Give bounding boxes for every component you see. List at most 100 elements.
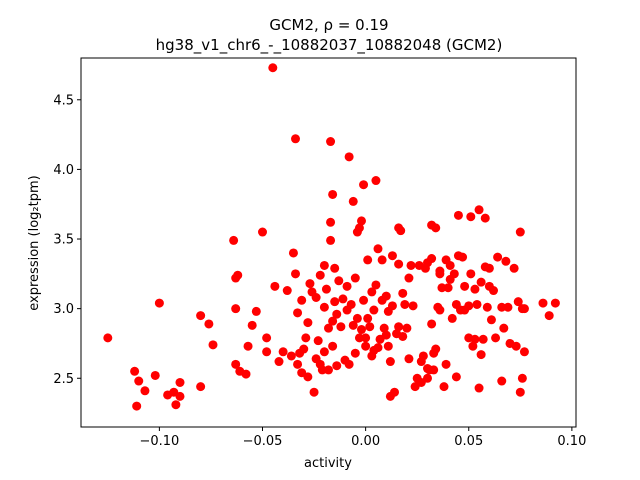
data-point: [241, 369, 251, 379]
data-point: [387, 301, 397, 311]
data-point: [229, 235, 239, 245]
data-point: [484, 263, 494, 273]
data-point: [373, 343, 383, 353]
data-point: [328, 341, 338, 351]
data-point: [317, 365, 327, 375]
data-point: [472, 299, 482, 309]
data-points: [103, 63, 560, 411]
data-point: [497, 302, 507, 312]
data-point: [489, 286, 498, 296]
data-point: [293, 308, 303, 318]
data-point: [460, 281, 470, 291]
y-tick-label: 4.0: [53, 163, 74, 178]
data-point: [519, 304, 529, 314]
data-point: [476, 277, 486, 287]
data-point: [204, 319, 214, 329]
data-point: [381, 330, 391, 340]
data-point: [515, 227, 525, 237]
data-point: [247, 320, 257, 330]
data-point: [262, 347, 272, 357]
data-point: [299, 344, 309, 354]
data-point: [474, 383, 484, 393]
data-point: [315, 270, 325, 280]
data-point: [396, 226, 406, 236]
data-point: [326, 137, 336, 147]
data-point: [231, 359, 241, 369]
data-point: [515, 387, 525, 397]
data-point: [423, 373, 432, 383]
y-tick-label: 3.5: [53, 233, 74, 248]
data-point: [476, 350, 486, 360]
data-point: [544, 311, 554, 321]
data-point: [371, 280, 381, 290]
data-point: [390, 387, 399, 397]
x-tick-label: 0.00: [351, 434, 380, 449]
data-point: [208, 340, 218, 350]
data-point: [321, 284, 331, 294]
data-point: [517, 373, 527, 383]
data-point: [367, 287, 377, 297]
y-tick-label: 4.5: [53, 93, 74, 108]
data-point: [468, 341, 478, 351]
data-point: [509, 263, 519, 273]
data-point: [334, 276, 344, 286]
data-point: [130, 366, 140, 376]
data-point: [385, 357, 395, 367]
data-point: [486, 315, 496, 325]
data-point: [270, 281, 280, 291]
data-point: [493, 252, 503, 262]
data-point: [404, 354, 414, 364]
data-point: [400, 299, 410, 309]
data-point: [338, 294, 348, 304]
data-point: [470, 334, 480, 344]
data-point: [328, 189, 338, 199]
data-point: [427, 254, 437, 264]
data-point: [497, 376, 507, 386]
data-point: [437, 283, 447, 293]
data-point: [319, 347, 329, 357]
data-point: [282, 286, 292, 296]
data-point: [357, 216, 366, 226]
data-point: [435, 269, 445, 279]
data-point: [319, 302, 329, 312]
data-point: [513, 297, 523, 307]
data-point: [103, 333, 113, 343]
data-point: [499, 323, 509, 333]
chart-title-line1: GCM2, ρ = 0.19: [269, 16, 388, 34]
x-tick-label: 0.10: [557, 434, 586, 449]
chart-title-line2: hg38_v1_chr6_-_10882037_10882048 (GCM2): [156, 36, 503, 55]
y-axis-label: expression (log₂tpm): [27, 175, 42, 310]
data-point: [429, 365, 439, 375]
data-point: [361, 333, 371, 343]
data-point: [443, 283, 453, 293]
data-point: [150, 370, 160, 380]
data-point: [324, 323, 333, 333]
data-point: [140, 386, 150, 396]
data-point: [511, 341, 521, 351]
data-point: [309, 387, 319, 397]
data-point: [274, 357, 284, 367]
data-point: [278, 347, 288, 357]
x-axis-label: activity: [304, 456, 352, 471]
data-point: [550, 298, 560, 308]
data-point: [431, 344, 441, 354]
data-point: [288, 248, 298, 258]
data-point: [406, 260, 416, 270]
data-point: [365, 322, 375, 332]
data-point: [369, 305, 379, 315]
data-point: [363, 255, 373, 265]
data-point: [371, 176, 381, 186]
data-point: [464, 301, 474, 311]
data-point: [154, 298, 164, 308]
data-point: [381, 291, 391, 301]
data-point: [394, 322, 404, 332]
data-point: [361, 341, 371, 351]
data-point: [441, 359, 451, 369]
data-point: [286, 351, 296, 361]
data-point: [328, 316, 338, 326]
data-point: [377, 255, 387, 265]
data-point: [379, 323, 389, 333]
data-point: [311, 293, 321, 302]
data-point: [503, 302, 513, 312]
